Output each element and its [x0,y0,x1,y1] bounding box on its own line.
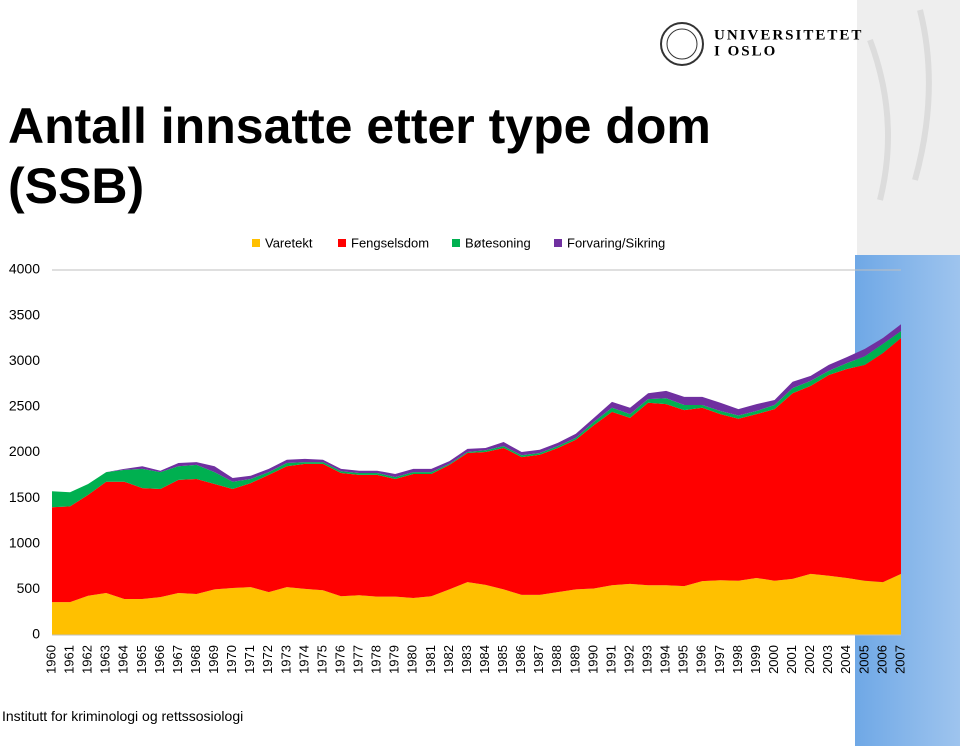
x-tick-label: 1968 [188,645,203,674]
x-tick-label: 1988 [549,645,564,674]
area [52,573,901,635]
legend-swatch [338,239,346,247]
x-tick-label: 2000 [766,645,781,674]
x-tick-label: 1970 [224,645,239,674]
x-tick-label: 1966 [152,645,167,674]
x-tick-label: 1973 [278,645,293,674]
x-tick-label: 2003 [820,645,835,674]
legend-label: Fengselsdom [351,235,429,250]
logo-text: UNIVERSITETET [714,27,863,43]
area [52,324,901,493]
y-tick-label: 4000 [9,261,40,277]
x-tick-label: 1972 [260,645,275,674]
x-tick-label: 1963 [98,645,113,674]
x-tick-label: 1999 [748,645,763,674]
x-tick-label: 1961 [62,645,77,674]
x-tick-label: 1979 [387,645,402,674]
x-tick-label: 1989 [567,645,582,674]
logo-text: I OSLO [714,43,777,59]
x-tick-label: 2002 [802,645,817,674]
y-tick-label: 0 [32,626,40,642]
x-tick-label: 1982 [441,645,456,674]
y-tick-label: 2000 [9,443,40,459]
x-tick-label: 1995 [676,645,691,674]
x-tick-label: 2005 [856,645,871,674]
x-tick-label: 1967 [170,645,185,674]
y-tick-label: 3000 [9,352,40,368]
x-tick-label: 1962 [80,645,95,674]
legend-label: Forvaring/Sikring [567,235,665,250]
x-tick-label: 1998 [730,645,745,674]
x-tick-label: 1964 [116,645,131,674]
x-tick-label: 1986 [513,645,528,674]
x-tick-label: 1976 [332,645,347,674]
logo-seal-inner [666,28,698,60]
x-tick-label: 1981 [423,645,438,674]
x-tick-label: 1969 [206,645,221,674]
x-tick-label: 1980 [405,645,420,674]
plot-area: 0 500 1000 1500 2000 2500 3000 3500 4000 1960 1961… [9,235,908,673]
x-tick-label: 1997 [712,645,727,674]
x-tick-label: 2007 [892,645,907,674]
footer: Institutt for kriminologi og rettssosiol… [2,708,244,724]
y-tick-label: 500 [17,580,41,596]
x-tick-label: 1974 [296,645,311,674]
x-tick-label: 1971 [242,645,257,674]
legend-label: Bøtesoning [465,235,531,250]
x-tick-label: 1985 [495,645,510,674]
side-image-decor [867,9,932,201]
x-tick-label: 1996 [694,645,709,674]
x-tick-label: 1960 [43,645,58,674]
x-tick-label: 2001 [784,645,799,674]
x-tick-label: 1994 [658,645,673,674]
legend-swatch [554,239,562,247]
legend-label: Varetekt [265,235,313,250]
x-tick-label: 2004 [838,645,853,674]
x-tick-label: 1977 [351,645,366,674]
legend-swatch [252,239,260,247]
x-tick-label: 1987 [531,645,546,674]
x-tick-label: 1965 [134,645,149,674]
x-tick-label: 1993 [640,645,655,674]
x-tick-label: 1978 [369,645,384,674]
x-tick-label: 1983 [459,645,474,674]
x-tick-label: 1992 [621,645,636,674]
x-tick-label: 2006 [874,645,889,674]
y-tick-label: 1000 [9,534,40,550]
x-tick-label: 1991 [603,645,618,674]
y-tick-label: 3500 [9,306,40,322]
legend-swatch [452,239,460,247]
x-tick-label: 1975 [314,645,329,674]
area [52,337,901,603]
x-tick-label: 1984 [477,645,492,674]
slide-title: Antall innsatte etter type dom (SSB) [8,98,711,214]
logo-seal [660,22,704,66]
y-tick-label: 1500 [9,489,40,505]
x-tick-label: 1990 [585,645,600,674]
y-tick-label: 2500 [9,398,40,414]
